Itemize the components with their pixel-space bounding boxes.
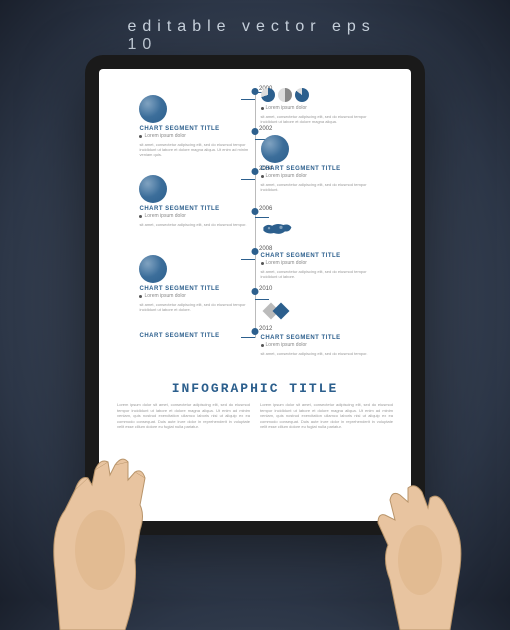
tablet-screen[interactable]: 2000 2002 2004 2006 2008 2010 2012 CHART…	[99, 69, 411, 521]
segment-body: sit amet, consectetur adipiscing elit, s…	[261, 182, 371, 192]
timeline-segment: CHART SEGMENT TITLE Lorem ipsum dolor si…	[139, 95, 249, 158]
bullet-icon	[261, 262, 264, 265]
timeline-node	[252, 248, 259, 255]
body-columns: Lorem ipsum dolor sit amet, consectetur …	[117, 402, 393, 430]
segment-subtitle: Lorem ipsum dolor	[261, 342, 371, 348]
segment-title: CHART SEGMENT TITLE	[261, 166, 371, 172]
segment-subtitle: Lorem ipsum dolor	[139, 133, 249, 139]
pie-icon	[295, 88, 309, 102]
timeline-year-label: 2006	[259, 206, 272, 212]
globe-icon	[139, 95, 167, 123]
timeline-container: 2000 2002 2004 2006 2008 2010 2012 CHART…	[117, 83, 393, 373]
segment-subtitle: Lorem ipsum dolor	[261, 260, 371, 266]
timeline-segment: CHART SEGMENT TITLE Lorem ipsum dolor si…	[261, 295, 371, 356]
timeline-segment: CHART SEGMENT TITLE	[139, 333, 249, 339]
column-right: Lorem ipsum dolor sit amet, consectetur …	[260, 402, 393, 430]
segment-title: CHART SEGMENT TITLE	[139, 206, 249, 212]
segment-title: CHART SEGMENT TITLE	[261, 253, 371, 259]
timeline-segment: CHART SEGMENT TITLE Lorem ipsum dolor si…	[139, 255, 249, 312]
timeline-node	[252, 208, 259, 215]
segment-title: CHART SEGMENT TITLE	[261, 335, 371, 341]
segment-subtitle: Lorem ipsum dolor	[139, 213, 249, 219]
segment-body: sit amet, consectetur adipiscing elit, s…	[261, 351, 371, 356]
bullet-icon	[139, 215, 142, 218]
timeline-segment: Lorem ipsum dolor sit amet, consectetur …	[261, 88, 371, 124]
world-map-icon	[261, 213, 293, 245]
header-caption: editable vector eps 10	[128, 18, 383, 54]
globe-icon	[139, 255, 167, 283]
segment-body: sit amet, consectetur adipiscing elit, s…	[139, 142, 249, 158]
segment-body: sit amet, consectetur adipiscing elit, s…	[139, 222, 249, 227]
timeline-node	[252, 128, 259, 135]
infographic-title: INFOGRAPHIC TITLE	[117, 381, 393, 396]
segment-title: CHART SEGMENT TITLE	[139, 333, 249, 339]
segment-title: CHART SEGMENT TITLE	[139, 286, 249, 292]
pie-icon	[261, 88, 275, 102]
bullet-icon	[139, 135, 142, 138]
tablet-device: 2000 2002 2004 2006 2008 2010 2012 CHART…	[85, 55, 425, 535]
timeline-node	[252, 328, 259, 335]
bullet-icon	[139, 295, 142, 298]
globe-icon	[139, 175, 167, 203]
bullet-icon	[261, 344, 264, 347]
timeline-segment: CHART SEGMENT TITLE Lorem ipsum dolor si…	[139, 175, 249, 227]
timeline-segment: CHART SEGMENT TITLE Lorem ipsum dolor si…	[261, 135, 371, 192]
timeline-year-label: 2010	[259, 286, 272, 292]
segment-body: sit amet, consectetur adipiscing elit, s…	[261, 114, 371, 124]
column-left: Lorem ipsum dolor sit amet, consectetur …	[117, 402, 250, 430]
timeline-segment: CHART SEGMENT TITLE Lorem ipsum dolor si…	[261, 213, 371, 279]
segment-title: CHART SEGMENT TITLE	[139, 126, 249, 132]
segment-body: sit amet, consectetur adipiscing elit, s…	[139, 302, 249, 312]
segment-body: sit amet, consectetur adipiscing elit, s…	[261, 269, 371, 279]
pie-icon	[278, 88, 292, 102]
timeline-year-label: 2002	[259, 126, 272, 132]
segment-subtitle: Lorem ipsum dolor	[261, 105, 371, 111]
globe-icon	[261, 135, 289, 163]
diamond-icon	[261, 295, 293, 327]
bullet-icon	[261, 175, 264, 178]
timeline-node	[252, 288, 259, 295]
bullet-icon	[261, 107, 264, 110]
timeline-node	[252, 168, 259, 175]
segment-subtitle: Lorem ipsum dolor	[261, 173, 371, 179]
pie-charts	[261, 88, 371, 102]
segment-subtitle: Lorem ipsum dolor	[139, 293, 249, 299]
